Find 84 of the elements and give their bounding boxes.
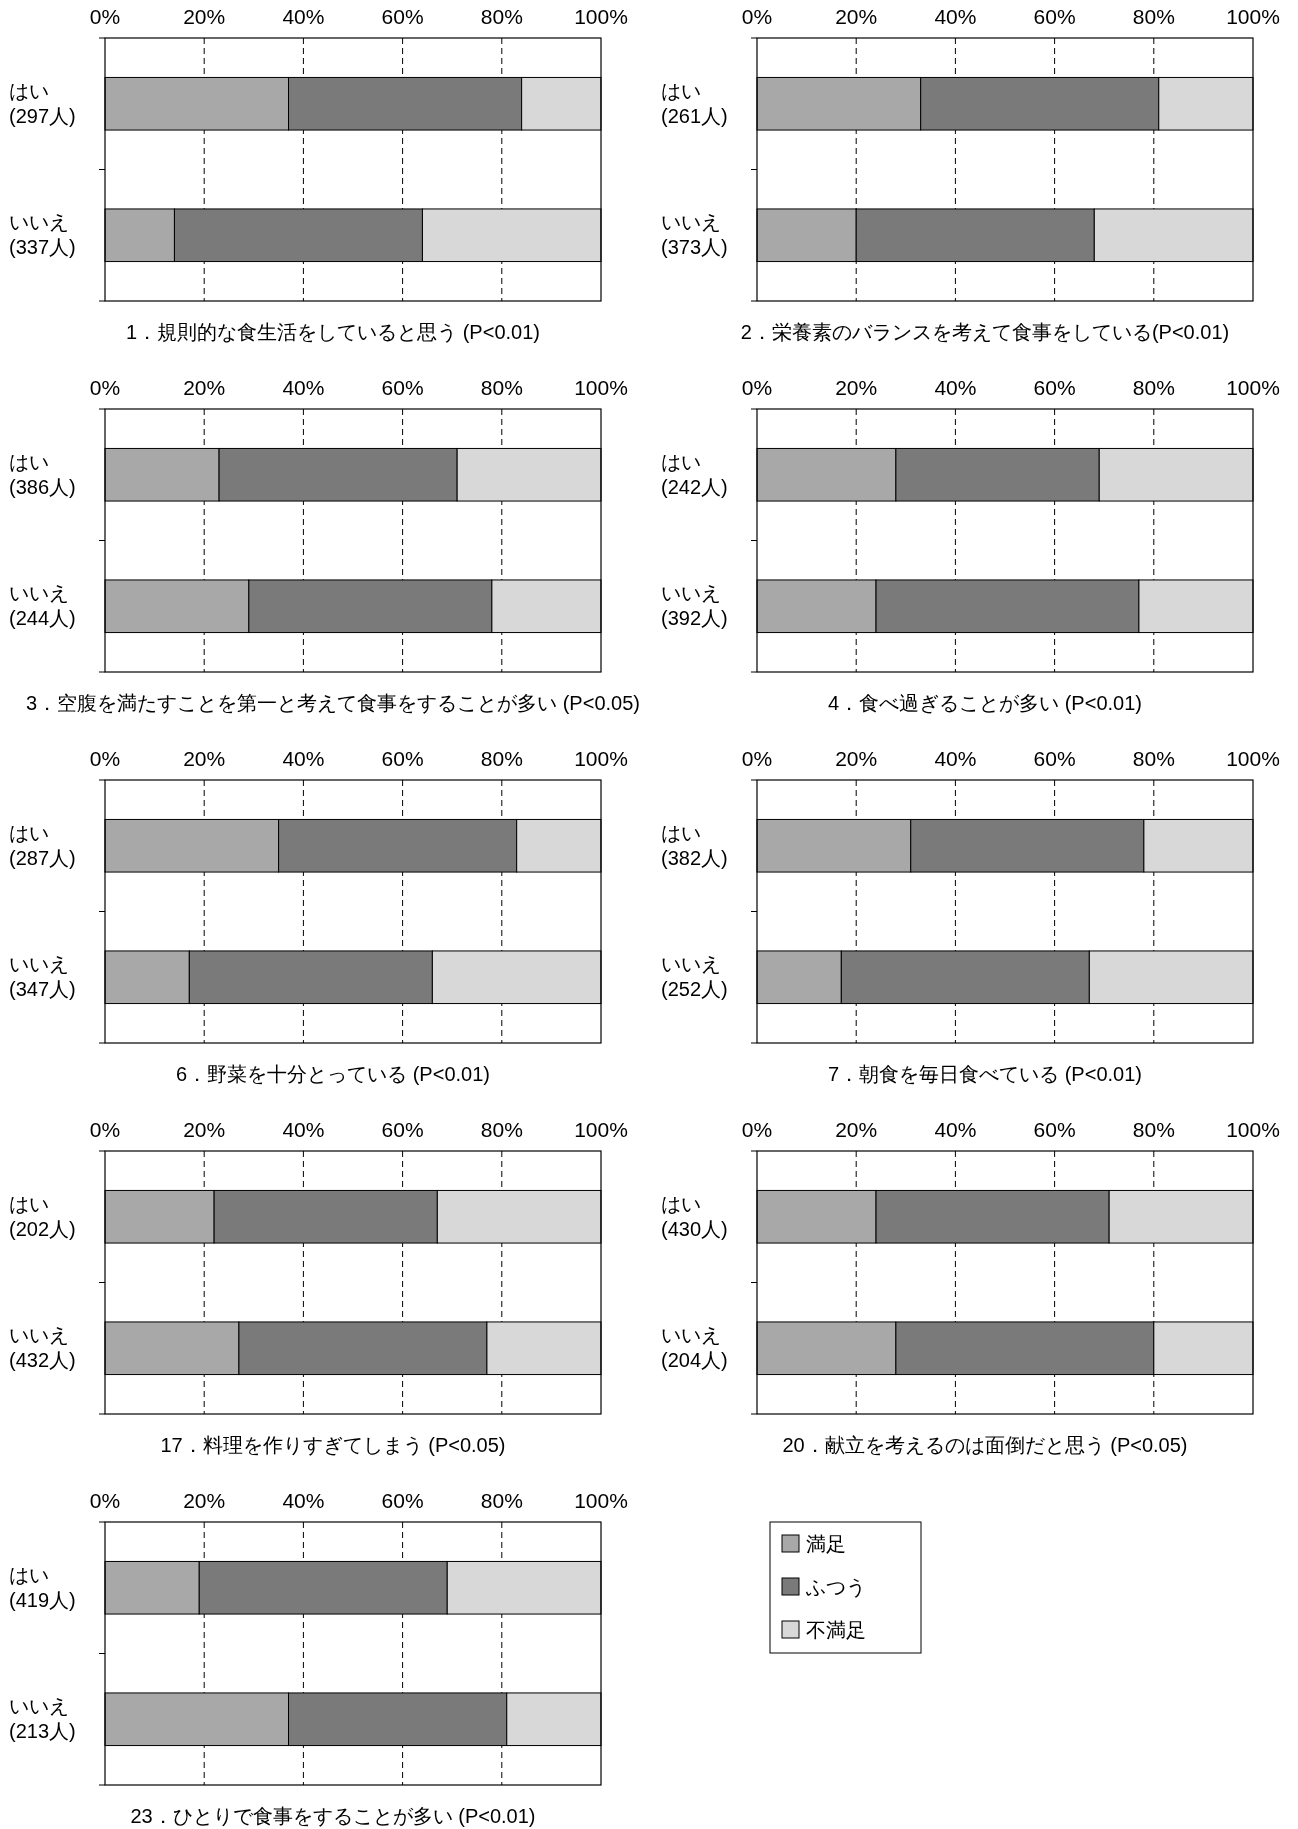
x-tick-label: 100% [1226, 747, 1280, 770]
x-tick-label: 80% [1132, 1118, 1175, 1141]
x-tick-label: 0% [89, 5, 121, 28]
legend-label: ふつう [805, 1576, 866, 1598]
x-tick-label: 40% [282, 1489, 325, 1512]
text: 6．野菜を十分とっている (P<0.01) [176, 1063, 490, 1085]
x-tick-label: 0% [741, 1118, 773, 1141]
y-tick-label: はい (419人) [9, 1563, 76, 1611]
y-tick-label: いいえ (347人) [9, 953, 76, 1001]
x-tick-label: 20% [835, 1118, 878, 1141]
x-tick-label: 20% [835, 5, 878, 28]
x-tick-label: 40% [282, 5, 325, 28]
x-tick-label: 100% [1226, 1118, 1280, 1141]
y-tick-label: いいえ (252人) [661, 953, 728, 1001]
x-tick-label: 60% [381, 747, 424, 770]
x-tick-label: 0% [741, 376, 773, 399]
text: 20．献立を考えるのは面倒だと思う (P<0.05) [782, 1434, 1188, 1456]
x-tick-label: 40% [282, 747, 325, 770]
x-tick-label: 80% [480, 376, 523, 399]
x-tick-label: 80% [1132, 376, 1175, 399]
x-tick-label: 0% [89, 376, 121, 399]
x-tick-label: 60% [381, 1489, 424, 1512]
x-tick-label: 60% [1033, 1118, 1076, 1141]
y-tick-label: いいえ (213人) [9, 1695, 76, 1743]
x-tick-label: 20% [183, 376, 226, 399]
x-tick-label: 20% [183, 747, 226, 770]
y-tick-label: いいえ (392人) [661, 582, 728, 630]
x-tick-label: 60% [381, 5, 424, 28]
x-tick-label: 60% [381, 1118, 424, 1141]
x-tick-label: 100% [574, 747, 628, 770]
x-tick-label: 60% [1033, 376, 1076, 399]
x-tick-label: 100% [1226, 5, 1280, 28]
legend-label: 満足 [806, 1533, 846, 1555]
x-tick-label: 20% [835, 376, 878, 399]
x-tick-label: 80% [480, 5, 523, 28]
x-tick-label: 100% [574, 376, 628, 399]
text: 2．栄養素のバランスを考えて食事をしている(P<0.01) [740, 321, 1230, 343]
y-tick-label: はい (242人) [661, 450, 728, 498]
y-tick-label: はい (287人) [9, 821, 76, 869]
x-tick-label: 40% [934, 747, 977, 770]
x-tick-label: 40% [934, 5, 977, 28]
y-tick-label: いいえ (204人) [661, 1324, 728, 1372]
y-tick-label: はい (386人) [9, 450, 76, 498]
x-tick-label: 100% [574, 1489, 628, 1512]
y-tick-label: はい (430人) [661, 1192, 728, 1240]
x-tick-label: 60% [381, 376, 424, 399]
text: 17．料理を作りすぎてしまう (P<0.05) [160, 1434, 506, 1456]
x-tick-label: 80% [480, 1118, 523, 1141]
y-tick-label: いいえ (337人) [9, 211, 76, 259]
x-tick-label: 40% [282, 1118, 325, 1141]
y-tick-label: はい (297人) [9, 79, 76, 127]
x-tick-label: 100% [574, 5, 628, 28]
x-tick-label: 20% [183, 5, 226, 28]
x-tick-label: 40% [282, 376, 325, 399]
text: 3．空腹を満たすことを第一と考えて食事をすることが多い (P<0.05) [26, 692, 640, 714]
y-tick-label: いいえ (373人) [661, 211, 728, 259]
y-tick-label: いいえ (244人) [9, 582, 76, 630]
x-tick-label: 0% [89, 1118, 121, 1141]
y-tick-label: いいえ (432人) [9, 1324, 76, 1372]
x-tick-label: 40% [934, 376, 977, 399]
x-tick-label: 0% [741, 747, 773, 770]
x-tick-label: 0% [89, 747, 121, 770]
x-tick-label: 20% [183, 1489, 226, 1512]
x-tick-label: 80% [480, 747, 523, 770]
x-tick-label: 0% [89, 1489, 121, 1512]
y-tick-label: はい (382人) [661, 821, 728, 869]
legend-label: 不満足 [806, 1619, 866, 1641]
x-tick-label: 20% [835, 747, 878, 770]
x-tick-label: 0% [741, 5, 773, 28]
x-tick-label: 100% [1226, 376, 1280, 399]
x-tick-label: 80% [1132, 5, 1175, 28]
text: 1．規則的な食生活をしていると思う (P<0.01) [126, 321, 540, 343]
x-tick-label: 20% [183, 1118, 226, 1141]
text: 4．食べ過ぎることが多い (P<0.01) [828, 692, 1142, 714]
x-tick-label: 80% [480, 1489, 523, 1512]
y-tick-label: はい (202人) [9, 1192, 76, 1240]
x-tick-label: 60% [1033, 5, 1076, 28]
y-tick-label: はい (261人) [661, 79, 728, 127]
x-tick-label: 60% [1033, 747, 1076, 770]
x-tick-label: 100% [574, 1118, 628, 1141]
text: 7．朝食を毎日食べている (P<0.01) [828, 1063, 1142, 1085]
x-tick-label: 40% [934, 1118, 977, 1141]
x-tick-label: 80% [1132, 747, 1175, 770]
text: 23．ひとりで食事をすることが多い (P<0.01) [130, 1805, 536, 1827]
